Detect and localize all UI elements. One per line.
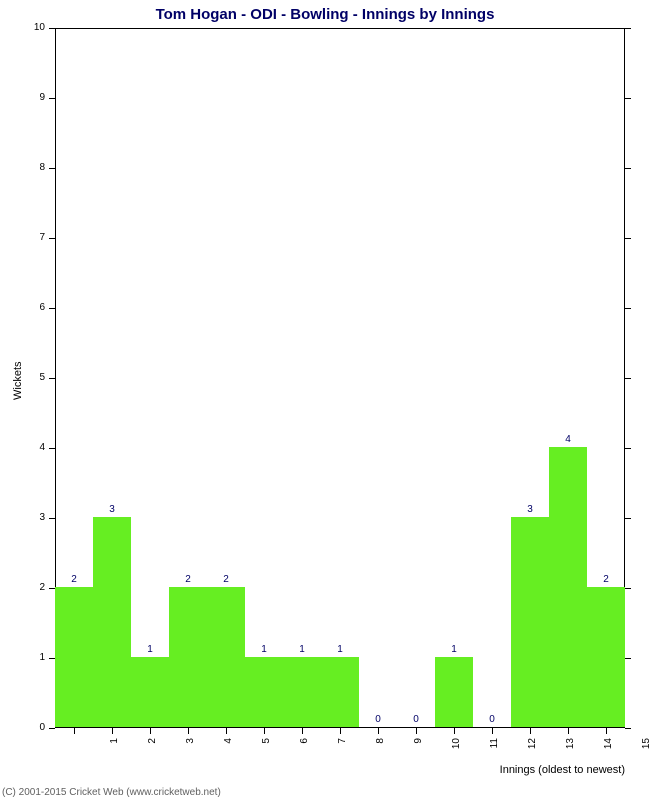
bar xyxy=(549,447,587,727)
y-tick-mark xyxy=(625,518,631,519)
bar-value-label: 3 xyxy=(511,504,549,515)
x-tick-label: 6 xyxy=(299,738,310,768)
bar-value-label: 2 xyxy=(169,574,207,585)
bar-value-label: 1 xyxy=(245,644,283,655)
x-tick-mark xyxy=(264,728,265,734)
x-tick-mark xyxy=(416,728,417,734)
y-tick-mark xyxy=(49,728,55,729)
y-tick-mark xyxy=(49,448,55,449)
x-tick-mark xyxy=(302,728,303,734)
y-tick-label: 2 xyxy=(15,582,45,593)
x-tick-label: 14 xyxy=(603,738,614,768)
y-tick-mark xyxy=(49,658,55,659)
bar-value-label: 3 xyxy=(93,504,131,515)
y-tick-mark xyxy=(49,168,55,169)
y-tick-mark xyxy=(49,98,55,99)
bar xyxy=(169,587,207,727)
y-tick-mark xyxy=(49,378,55,379)
bar-value-label: 1 xyxy=(435,644,473,655)
chart-title: Tom Hogan - ODI - Bowling - Innings by I… xyxy=(0,6,650,23)
x-tick-label: 9 xyxy=(413,738,424,768)
x-tick-mark xyxy=(378,728,379,734)
bar-value-label: 0 xyxy=(359,714,397,725)
x-tick-mark xyxy=(492,728,493,734)
bar-value-label: 2 xyxy=(207,574,245,585)
x-tick-label: 10 xyxy=(451,738,462,768)
x-tick-label: 12 xyxy=(527,738,538,768)
y-tick-mark xyxy=(625,98,631,99)
y-tick-mark xyxy=(49,238,55,239)
x-tick-label: 2 xyxy=(147,738,158,768)
y-tick-mark xyxy=(625,588,631,589)
y-tick-mark xyxy=(625,28,631,29)
x-tick-label: 5 xyxy=(261,738,272,768)
bar-value-label: 1 xyxy=(131,644,169,655)
y-tick-mark xyxy=(625,238,631,239)
x-tick-mark xyxy=(226,728,227,734)
credit-text: (C) 2001-2015 Cricket Web (www.cricketwe… xyxy=(2,787,221,798)
x-tick-mark xyxy=(112,728,113,734)
bars-layer: 231221110010342 xyxy=(55,28,625,728)
bar xyxy=(435,657,473,727)
x-tick-mark xyxy=(568,728,569,734)
y-tick-mark xyxy=(625,728,631,729)
bar xyxy=(511,517,549,727)
y-tick-label: 7 xyxy=(15,232,45,243)
y-tick-mark xyxy=(49,308,55,309)
bar-value-label: 2 xyxy=(587,574,625,585)
x-tick-mark xyxy=(606,728,607,734)
x-tick-label: 11 xyxy=(489,738,500,768)
x-tick-mark xyxy=(454,728,455,734)
x-tick-label: 4 xyxy=(223,738,234,768)
y-tick-mark xyxy=(625,378,631,379)
x-tick-mark xyxy=(74,728,75,734)
bar-value-label: 0 xyxy=(397,714,435,725)
bar xyxy=(283,657,321,727)
y-tick-label: 0 xyxy=(15,722,45,733)
bar xyxy=(587,587,625,727)
y-tick-label: 3 xyxy=(15,512,45,523)
x-tick-label: 3 xyxy=(185,738,196,768)
bar xyxy=(131,657,169,727)
x-tick-label: 15 xyxy=(641,738,650,768)
y-tick-label: 8 xyxy=(15,162,45,173)
y-tick-mark xyxy=(625,168,631,169)
bar xyxy=(321,657,359,727)
y-tick-label: 4 xyxy=(15,442,45,453)
y-tick-mark xyxy=(625,658,631,659)
bar-value-label: 0 xyxy=(473,714,511,725)
x-tick-mark xyxy=(340,728,341,734)
bar-chart: Tom Hogan - ODI - Bowling - Innings by I… xyxy=(0,0,650,800)
y-tick-label: 5 xyxy=(15,372,45,383)
y-tick-mark xyxy=(49,28,55,29)
bar-value-label: 1 xyxy=(283,644,321,655)
bar-value-label: 1 xyxy=(321,644,359,655)
x-tick-label: 13 xyxy=(565,738,576,768)
bar xyxy=(245,657,283,727)
bar-value-label: 2 xyxy=(55,574,93,585)
x-tick-mark xyxy=(530,728,531,734)
y-tick-label: 10 xyxy=(15,22,45,33)
bar-value-label: 4 xyxy=(549,434,587,445)
y-tick-mark xyxy=(49,588,55,589)
y-tick-mark xyxy=(625,308,631,309)
y-tick-label: 6 xyxy=(15,302,45,313)
bar xyxy=(207,587,245,727)
x-tick-mark xyxy=(150,728,151,734)
bar xyxy=(93,517,131,727)
y-tick-mark xyxy=(625,448,631,449)
bar xyxy=(55,587,93,727)
y-tick-label: 9 xyxy=(15,92,45,103)
x-tick-label: 7 xyxy=(337,738,348,768)
y-tick-mark xyxy=(49,518,55,519)
x-tick-label: 1 xyxy=(109,738,120,768)
y-tick-label: 1 xyxy=(15,652,45,663)
x-tick-mark xyxy=(188,728,189,734)
x-tick-label: 8 xyxy=(375,738,386,768)
